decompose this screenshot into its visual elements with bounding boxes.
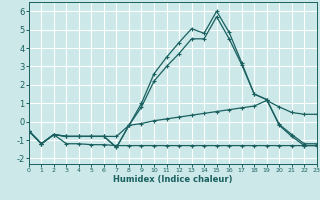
X-axis label: Humidex (Indice chaleur): Humidex (Indice chaleur) [113,175,233,184]
